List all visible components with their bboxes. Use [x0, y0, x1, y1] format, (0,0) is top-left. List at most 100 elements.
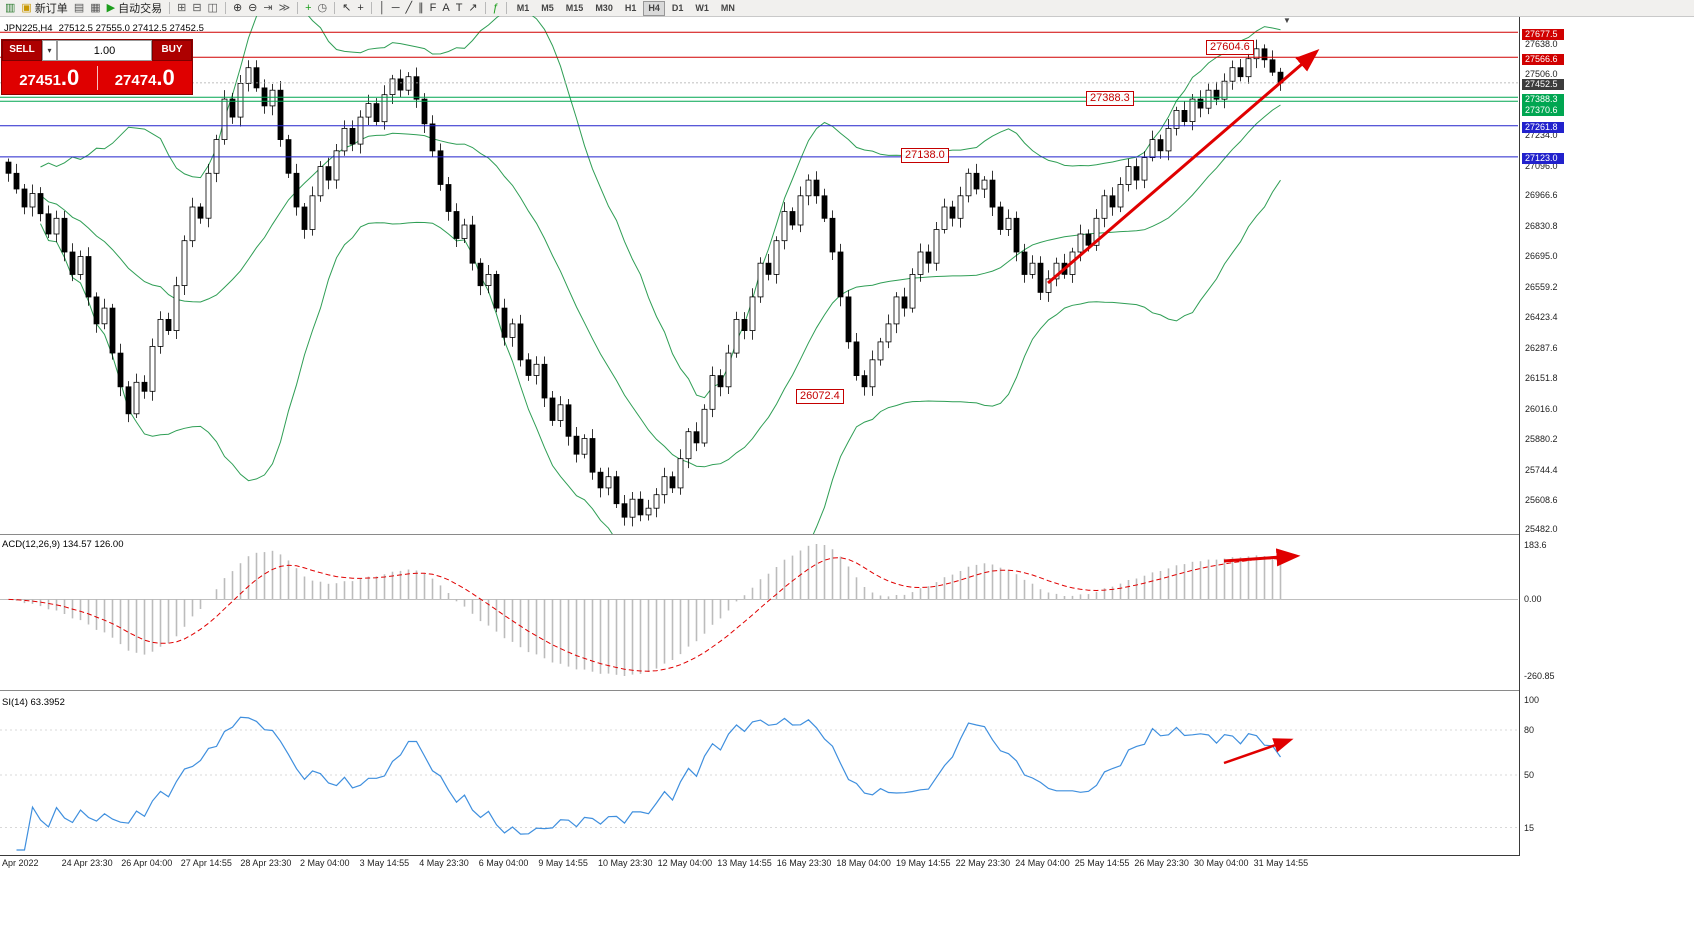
price-axis[interactable]: 27638.0 27506.0 27234.0 27096.0 26966.6 26830… — [1520, 17, 1694, 856]
chart-scroll-marker-icon: ▼ — [1283, 16, 1291, 25]
buy-button[interactable]: BUY — [152, 40, 192, 61]
time-axis[interactable]: Apr 2022 24 Apr 23:30 26 Apr 04:00 27 Apr 1… — [0, 856, 1519, 872]
sell-price-decimal: .0 — [60, 64, 80, 90]
timeframe-h1-button[interactable]: H1 — [624, 2, 637, 13]
time-label: 24 Apr 23:30 — [61, 858, 113, 868]
level-lines-layer[interactable] — [0, 31, 1518, 158]
price-tick: 27638.0 — [1525, 39, 1558, 50]
timeframe-m15-button[interactable]: M15 — [565, 2, 584, 13]
sell-price-main: 27451 — [19, 71, 61, 89]
zoom-in-icon: ⊕ — [232, 2, 243, 14]
window-separator[interactable] — [0, 534, 1519, 535]
price-tick: 26695.0 — [1525, 251, 1558, 262]
new-order-button-label: 新订单 — [34, 3, 68, 15]
arrows-button[interactable]: ↗ — [465, 1, 480, 16]
candles-layer — [5, 39, 1284, 527]
price-annotation[interactable]: 27138.0 — [901, 148, 949, 163]
timeframe-w1-button[interactable]: W1 — [695, 2, 709, 13]
channel-button[interactable]: ∥ — [415, 1, 427, 16]
period-button[interactable]: ◷ — [315, 1, 331, 16]
macd-canvas[interactable] — [0, 536, 1519, 684]
zoom-in-button[interactable]: ⊕ — [230, 1, 245, 16]
label-button[interactable]: T — [453, 1, 466, 16]
channel-icon: ∥ — [418, 2, 424, 14]
timeframe-m5-button[interactable]: M5 — [541, 2, 554, 13]
rsi-canvas[interactable] — [0, 695, 1519, 855]
main-chart-canvas[interactable] — [0, 16, 1519, 534]
time-label: 6 May 04:00 — [478, 858, 529, 868]
time-label: 25 May 14:55 — [1074, 858, 1130, 868]
arrow-object-icon: ↗ — [468, 2, 478, 14]
timeframe-d1-button[interactable]: D1 — [671, 2, 684, 13]
volume-dropdown[interactable]: ▾ — [42, 40, 57, 61]
cascade-windows-icon: ⊟ — [192, 2, 202, 14]
toolbar: ▥ ▣ 新订单 ▤ ▦ ▶ 自动交易 ⊞ ⊟ ◫ ⊕ ⊖ ⇥ ≫ + ◷ ↖ + │ ─ ╱ ∥ F A T ↗ ƒ M1 M5 M15 M… — [0, 0, 1694, 17]
cursor-button[interactable]: ↖ — [339, 1, 354, 16]
chart-window-button[interactable]: ▤ — [71, 1, 87, 16]
volume-input[interactable] — [57, 40, 152, 61]
price-tick: 26151.8 — [1525, 373, 1558, 384]
rsi-axis-label: 50 — [1524, 770, 1535, 780]
indicators-button[interactable]: ƒ — [490, 1, 502, 16]
auto-scroll-button[interactable]: ≫ — [276, 1, 294, 16]
arrange-windows-button[interactable]: ◫ — [205, 1, 221, 16]
rsi-axis-label: 15 — [1524, 822, 1535, 833]
crosshair-button[interactable]: + — [354, 1, 366, 16]
chart-type-button[interactable]: ▥ — [2, 1, 18, 16]
timeframe-m1-button[interactable]: M1 — [516, 2, 530, 13]
window-separator[interactable] — [0, 690, 1519, 691]
macd-signal-layer — [8, 557, 1281, 672]
time-label: 19 May 14:55 — [896, 858, 951, 868]
tile-windows-button[interactable]: ⊞ — [174, 1, 189, 16]
text-button[interactable]: A — [439, 1, 452, 16]
auto-scroll-icon: ≫ — [278, 2, 291, 14]
buy-price-button[interactable]: 27474.0 — [98, 65, 193, 91]
trendline-button[interactable]: ╱ — [402, 1, 415, 16]
horizontal-line-icon: ─ — [391, 2, 400, 14]
level-price-badge: 27123.0 — [1522, 153, 1564, 165]
text-icon: A — [442, 2, 450, 14]
time-label: 28 Apr 23:30 — [240, 858, 292, 868]
time-label: 27 Apr 14:55 — [180, 858, 232, 868]
zoom-out-button[interactable]: ⊖ — [245, 1, 260, 16]
timeframe-mn-button[interactable]: MN — [720, 2, 735, 13]
time-label: 3 May 14:55 — [359, 858, 410, 868]
profiles-button[interactable]: ▦ — [87, 1, 103, 16]
one-click-trading-panel: SELL ▾ BUY 27451.0 27474.0 — [1, 39, 193, 95]
time-label: 30 May 04:00 — [1194, 858, 1249, 868]
price-tick: 26423.4 — [1525, 312, 1558, 323]
price-divider — [96, 65, 98, 90]
label-icon: T — [455, 2, 463, 14]
price-tick: 27096.0 — [1525, 161, 1558, 171]
rsi-level-lines — [0, 729, 1518, 828]
autotrading-button[interactable]: ▶ 自动交易 — [104, 1, 165, 16]
price-annotation[interactable]: 26072.4 — [796, 389, 844, 404]
sell-button[interactable]: SELL — [2, 40, 42, 61]
timeframe-m30-button[interactable]: M30 — [595, 2, 613, 13]
chart-shift-button[interactable]: ⇥ — [260, 1, 275, 16]
fibonacci-icon: F — [429, 2, 437, 14]
time-label: 18 May 04:00 — [836, 858, 891, 868]
horizontal-line-button[interactable]: ─ — [389, 1, 403, 16]
new-order-icon: ▣ — [21, 2, 32, 14]
arrange-windows-icon: ◫ — [207, 2, 218, 14]
price-annotation[interactable]: 27388.3 — [1086, 91, 1134, 106]
level-price-badge: 27261.8 — [1522, 122, 1564, 134]
fibonacci-button[interactable]: F — [427, 1, 440, 16]
time-label: 12 May 04:00 — [657, 858, 713, 868]
sell-price-button[interactable]: 27451.0 — [2, 65, 97, 91]
toolbar-separator — [370, 2, 372, 14]
new-chart-button[interactable]: + — [302, 1, 314, 16]
crosshair-icon: + — [357, 2, 364, 14]
vertical-line-button[interactable]: │ — [376, 1, 389, 16]
price-annotation[interactable]: 27604.6 — [1206, 40, 1254, 55]
cascade-windows-button[interactable]: ⊟ — [189, 1, 204, 16]
buy-price-main: 27474 — [114, 71, 157, 89]
time-label: 13 May 14:55 — [717, 858, 772, 868]
level-price-badge: 27566.6 — [1522, 53, 1564, 65]
timeframe-h4-button[interactable]: H4 — [643, 0, 665, 16]
price-tick: 25880.2 — [1525, 434, 1558, 445]
new-order-button[interactable]: ▣ 新订单 — [18, 1, 70, 16]
vertical-line-icon: │ — [378, 2, 386, 14]
